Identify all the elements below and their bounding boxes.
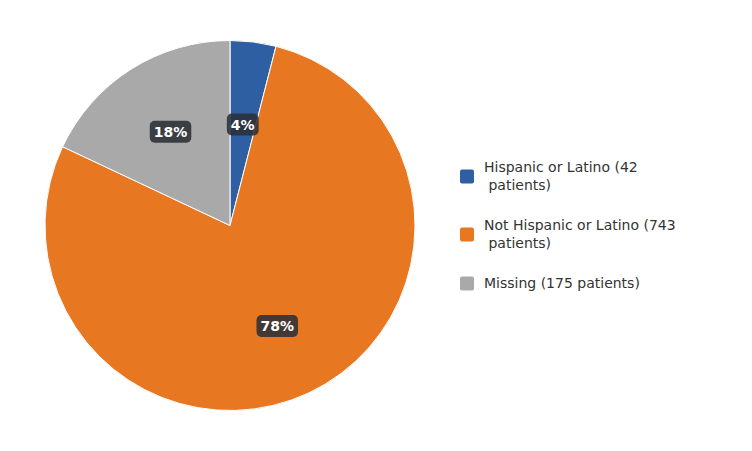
pie	[45, 41, 415, 411]
legend-label: Hispanic or Latino (42 patients)	[484, 159, 638, 193]
data-label: 78%	[261, 318, 295, 334]
legend: Hispanic or Latino (42 patients) Not Hisp…	[460, 159, 676, 291]
legend-label: Missing (175 patients)	[484, 275, 640, 291]
data-label: 18%	[154, 124, 188, 140]
legend-swatch	[460, 277, 474, 291]
data-label-bg	[257, 315, 299, 337]
legend-label: Not Hispanic or Latino (743 patients)	[484, 217, 676, 251]
pie-slice	[63, 41, 230, 226]
legend-swatch	[460, 170, 474, 184]
data-label-bg	[150, 121, 192, 143]
data-label-bg	[227, 114, 259, 136]
chart: 4% 78% 18% Hispanic or Latino (42 patients)…	[0, 0, 752, 451]
legend-swatch	[460, 228, 474, 242]
data-label: 4%	[231, 117, 255, 133]
data-labels: 4% 78% 18%	[150, 114, 298, 337]
